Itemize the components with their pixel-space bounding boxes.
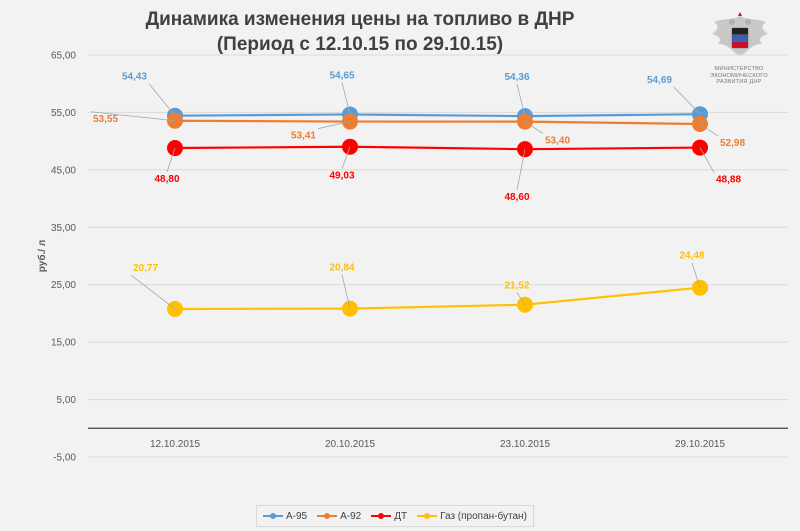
data-label: 53,41	[291, 131, 316, 142]
ministry-caption: МИНИСТЕРСТВО ЭКОНОМИЧЕСКОГО РАЗВИТИЯ ДНР	[694, 66, 784, 86]
chart-title-block: Динамика изменения цены на топливо в ДНР…	[0, 8, 720, 58]
chart-subtitle: (Период с 12.10.15 по 29.10.15)	[216, 34, 504, 55]
data-label: 53,40	[545, 136, 570, 147]
leader-line	[341, 274, 351, 309]
x-tick-label: 23.10.2015	[500, 439, 550, 450]
leader-line	[90, 111, 176, 122]
x-tick-label: 12.10.2015	[150, 439, 200, 450]
ministry-line-3: РАЗВИТИЯ ДНР	[716, 79, 762, 85]
chart-legend: А-95 А-92 ДТ Газ (пропан-бутан)	[256, 505, 534, 527]
y-tick-label: 25,00	[51, 280, 76, 291]
x-tick-label: 29.10.2015	[675, 439, 725, 450]
legend-label-a95: А-95	[286, 510, 308, 522]
leader-line	[673, 86, 701, 115]
y-tick-label: 5,00	[57, 395, 77, 406]
leader-line	[341, 146, 351, 169]
y-tick-label: 45,00	[51, 165, 76, 176]
y-tick-label: 65,00	[51, 51, 76, 62]
data-label: 54,65	[329, 70, 354, 81]
legend-label-dt: ДТ	[394, 510, 408, 522]
chart-title: Динамика изменения цены на топливо в ДНР	[145, 9, 575, 30]
leader-line	[524, 121, 544, 134]
data-label: 48,60	[504, 192, 529, 203]
x-tick-label: 20.10.2015	[325, 439, 375, 450]
leader-line	[699, 147, 715, 173]
y-tick-label: 55,00	[51, 108, 76, 119]
legend-item-gas: Газ (пропан-бутан)	[417, 511, 527, 522]
dnr-emblem-icon	[704, 10, 776, 90]
leader-line	[317, 121, 351, 129]
data-label: 20,77	[133, 263, 158, 274]
leader-line	[516, 84, 526, 117]
data-label: 20,84	[329, 263, 354, 274]
data-label: 21,52	[504, 281, 529, 292]
legend-label-gas: Газ (пропан-бутан)	[440, 510, 527, 522]
ministry-line-2: ЭКОНОМИЧЕСКОГО	[710, 72, 768, 79]
data-label: 54,36	[504, 72, 529, 83]
y-tick-label: -5,00	[53, 453, 76, 464]
leader-line	[166, 147, 176, 173]
data-label: 49,03	[329, 171, 354, 182]
series-line	[174, 113, 701, 118]
data-label: 52,98	[720, 138, 745, 149]
y-axis-label: руб./ л	[36, 240, 48, 272]
leader-line	[148, 83, 176, 116]
data-label: 54,69	[647, 75, 672, 86]
y-tick-label: 15,00	[51, 338, 76, 349]
leader-line	[130, 274, 176, 310]
leader-line	[516, 149, 526, 191]
legend-item-a95: А-95	[263, 511, 307, 522]
data-label: 53,55	[93, 114, 118, 125]
ministry-line-1: МИНИСТЕРСТВО	[714, 66, 764, 72]
series-line	[174, 145, 701, 151]
leader-line	[691, 262, 701, 288]
legend-item-a92: А-92	[317, 511, 361, 522]
legend-label-a92: А-92	[340, 510, 362, 522]
data-label: 48,80	[154, 174, 179, 185]
data-label: 48,88	[716, 175, 741, 186]
legend-item-dt: ДТ	[371, 511, 407, 522]
data-label: 24,48	[679, 251, 704, 262]
leader-line	[516, 292, 526, 305]
y-tick-label: 35,00	[51, 223, 76, 234]
data-label: 54,43	[122, 72, 147, 83]
series-line	[174, 119, 701, 126]
series-line	[174, 286, 701, 311]
leader-line	[341, 82, 351, 115]
leader-line	[699, 123, 719, 137]
